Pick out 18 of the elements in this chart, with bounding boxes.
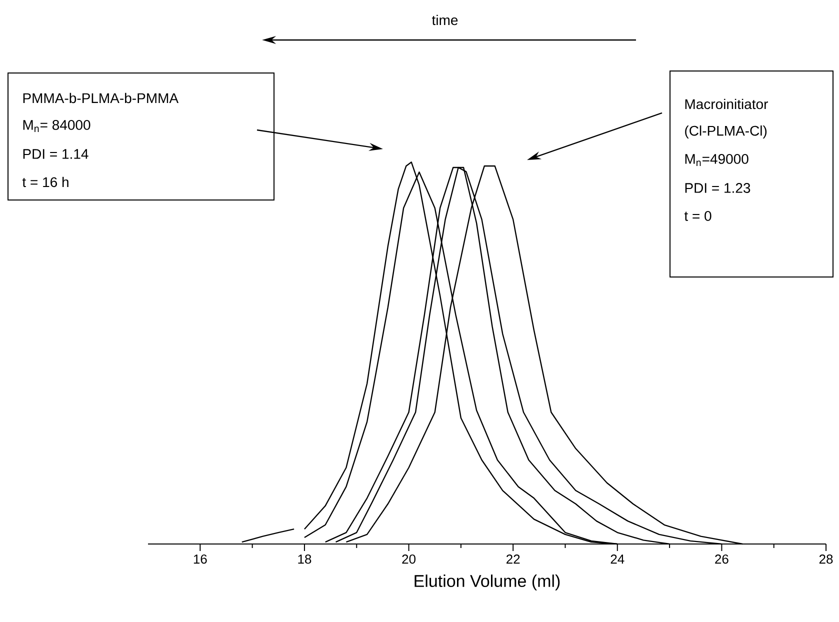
- x-tick-label: 22: [506, 554, 520, 564]
- text: (Cl-PLMA-Cl): [685, 125, 767, 139]
- x-tick-label: 28: [819, 554, 833, 564]
- text: PDI = 1.14: [23, 149, 88, 159]
- x-tick-label: 26: [715, 554, 728, 564]
- x-tick-label: 18: [298, 554, 312, 564]
- x-axis-title: Elution Volume (ml): [414, 574, 560, 590]
- text: PMMA-b-PLMA-b-PMMA: [23, 92, 179, 104]
- annotation: M$_{n}$=49000: [685, 154, 748, 166]
- annotation: t = 0: [684, 211, 712, 221]
- text: Macroinitiator: [685, 98, 768, 110]
- text: time: [432, 14, 458, 26]
- annotation: PDI = 1.23: [685, 183, 750, 193]
- text: M$_{n}$= 84000: [23, 120, 90, 132]
- text: t = 16 h: [22, 176, 68, 188]
- x-tick-label: 24: [610, 554, 624, 564]
- x-tick-label: 16: [194, 554, 207, 564]
- x-tick-label: 20: [402, 554, 416, 564]
